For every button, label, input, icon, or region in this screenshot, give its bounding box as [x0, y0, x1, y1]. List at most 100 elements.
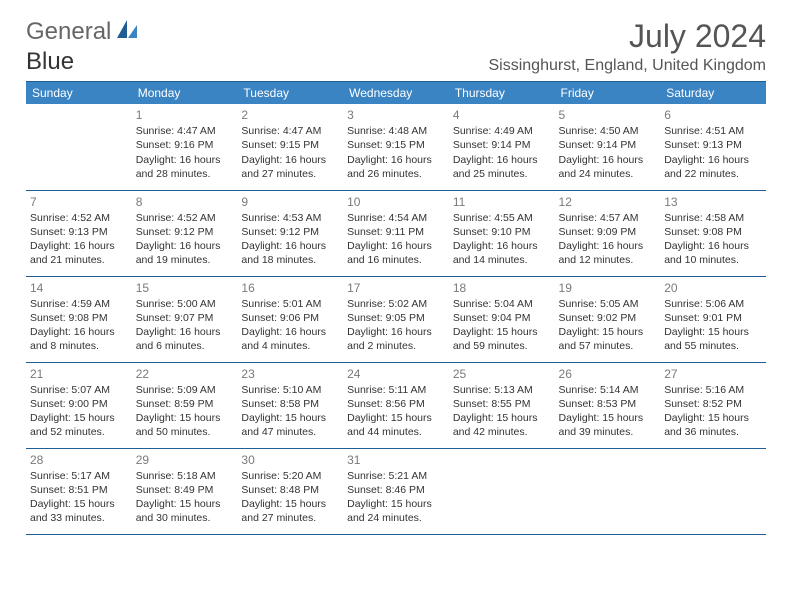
daylight-text: Daylight: 15 hours	[136, 497, 234, 511]
sunrise-text: Sunrise: 4:52 AM	[136, 211, 234, 225]
daylight-text: and 24 minutes.	[559, 167, 657, 181]
day-number: 29	[136, 452, 234, 468]
daylight-text: and 18 minutes.	[241, 253, 339, 267]
sunset-text: Sunset: 8:48 PM	[241, 483, 339, 497]
brand-part2-wrap: Blue	[26, 48, 74, 76]
calendar-week-row: 1Sunrise: 4:47 AMSunset: 9:16 PMDaylight…	[26, 104, 766, 190]
location-text: Sissinghurst, England, United Kingdom	[489, 57, 767, 75]
calendar-empty-cell	[660, 448, 766, 534]
daylight-text: Daylight: 15 hours	[347, 497, 445, 511]
sunrise-text: Sunrise: 5:04 AM	[453, 297, 551, 311]
sunset-text: Sunset: 9:06 PM	[241, 311, 339, 325]
sunrise-text: Sunrise: 5:14 AM	[559, 383, 657, 397]
calendar-day-cell: 29Sunrise: 5:18 AMSunset: 8:49 PMDayligh…	[132, 448, 238, 534]
sunset-text: Sunset: 8:55 PM	[453, 397, 551, 411]
day-number: 10	[347, 194, 445, 210]
header: General July 2024 Sissinghurst, England,…	[26, 18, 766, 75]
sunrise-text: Sunrise: 5:09 AM	[136, 383, 234, 397]
daylight-text: Daylight: 16 hours	[241, 325, 339, 339]
daylight-text: Daylight: 16 hours	[347, 153, 445, 167]
calendar-day-cell: 17Sunrise: 5:02 AMSunset: 9:05 PMDayligh…	[343, 276, 449, 362]
sunrise-text: Sunrise: 5:07 AM	[30, 383, 128, 397]
sunset-text: Sunset: 9:00 PM	[30, 397, 128, 411]
calendar-day-cell: 16Sunrise: 5:01 AMSunset: 9:06 PMDayligh…	[237, 276, 343, 362]
daylight-text: and 42 minutes.	[453, 425, 551, 439]
day-number: 9	[241, 194, 339, 210]
daylight-text: and 22 minutes.	[664, 167, 762, 181]
sunrise-text: Sunrise: 5:21 AM	[347, 469, 445, 483]
daylight-text: and 50 minutes.	[136, 425, 234, 439]
sunrise-text: Sunrise: 4:49 AM	[453, 124, 551, 138]
sunrise-text: Sunrise: 4:53 AM	[241, 211, 339, 225]
calendar-week-row: 7Sunrise: 4:52 AMSunset: 9:13 PMDaylight…	[26, 190, 766, 276]
day-number: 24	[347, 366, 445, 382]
calendar-table: Sunday Monday Tuesday Wednesday Thursday…	[26, 82, 766, 535]
daylight-text: and 30 minutes.	[136, 511, 234, 525]
sunset-text: Sunset: 9:07 PM	[136, 311, 234, 325]
sunset-text: Sunset: 8:58 PM	[241, 397, 339, 411]
sunset-text: Sunset: 8:49 PM	[136, 483, 234, 497]
sunrise-text: Sunrise: 4:55 AM	[453, 211, 551, 225]
sunrise-text: Sunrise: 4:54 AM	[347, 211, 445, 225]
calendar-day-cell: 11Sunrise: 4:55 AMSunset: 9:10 PMDayligh…	[449, 190, 555, 276]
daylight-text: and 2 minutes.	[347, 339, 445, 353]
daylight-text: and 28 minutes.	[136, 167, 234, 181]
sunset-text: Sunset: 9:13 PM	[664, 138, 762, 152]
sunset-text: Sunset: 9:11 PM	[347, 225, 445, 239]
calendar-day-cell: 21Sunrise: 5:07 AMSunset: 9:00 PMDayligh…	[26, 362, 132, 448]
day-number: 5	[559, 107, 657, 123]
sunset-text: Sunset: 9:14 PM	[559, 138, 657, 152]
sunrise-text: Sunrise: 5:00 AM	[136, 297, 234, 311]
daylight-text: Daylight: 16 hours	[347, 325, 445, 339]
weekday-header: Saturday	[660, 82, 766, 104]
day-number: 8	[136, 194, 234, 210]
sunset-text: Sunset: 9:05 PM	[347, 311, 445, 325]
day-number: 1	[136, 107, 234, 123]
sunrise-text: Sunrise: 4:47 AM	[241, 124, 339, 138]
calendar-day-cell: 3Sunrise: 4:48 AMSunset: 9:15 PMDaylight…	[343, 104, 449, 190]
daylight-text: Daylight: 16 hours	[664, 153, 762, 167]
daylight-text: Daylight: 15 hours	[136, 411, 234, 425]
daylight-text: and 33 minutes.	[30, 511, 128, 525]
day-number: 15	[136, 280, 234, 296]
calendar-day-cell: 5Sunrise: 4:50 AMSunset: 9:14 PMDaylight…	[555, 104, 661, 190]
sunset-text: Sunset: 8:59 PM	[136, 397, 234, 411]
day-number: 2	[241, 107, 339, 123]
day-number: 14	[30, 280, 128, 296]
calendar-day-cell: 4Sunrise: 4:49 AMSunset: 9:14 PMDaylight…	[449, 104, 555, 190]
calendar-day-cell: 31Sunrise: 5:21 AMSunset: 8:46 PMDayligh…	[343, 448, 449, 534]
weekday-header: Sunday	[26, 82, 132, 104]
sunset-text: Sunset: 8:53 PM	[559, 397, 657, 411]
calendar-body: 1Sunrise: 4:47 AMSunset: 9:16 PMDaylight…	[26, 104, 766, 534]
daylight-text: Daylight: 16 hours	[30, 325, 128, 339]
calendar-day-cell: 23Sunrise: 5:10 AMSunset: 8:58 PMDayligh…	[237, 362, 343, 448]
calendar-day-cell: 20Sunrise: 5:06 AMSunset: 9:01 PMDayligh…	[660, 276, 766, 362]
calendar-day-cell: 25Sunrise: 5:13 AMSunset: 8:55 PMDayligh…	[449, 362, 555, 448]
sunrise-text: Sunrise: 4:52 AM	[30, 211, 128, 225]
daylight-text: and 6 minutes.	[136, 339, 234, 353]
calendar-day-cell: 30Sunrise: 5:20 AMSunset: 8:48 PMDayligh…	[237, 448, 343, 534]
calendar-empty-cell	[26, 104, 132, 190]
day-number: 27	[664, 366, 762, 382]
day-number: 20	[664, 280, 762, 296]
sunrise-text: Sunrise: 5:17 AM	[30, 469, 128, 483]
daylight-text: and 8 minutes.	[30, 339, 128, 353]
calendar-day-cell: 1Sunrise: 4:47 AMSunset: 9:16 PMDaylight…	[132, 104, 238, 190]
daylight-text: and 47 minutes.	[241, 425, 339, 439]
daylight-text: and 44 minutes.	[347, 425, 445, 439]
day-number: 26	[559, 366, 657, 382]
sunrise-text: Sunrise: 5:02 AM	[347, 297, 445, 311]
calendar-day-cell: 28Sunrise: 5:17 AMSunset: 8:51 PMDayligh…	[26, 448, 132, 534]
daylight-text: Daylight: 16 hours	[30, 239, 128, 253]
daylight-text: and 57 minutes.	[559, 339, 657, 353]
weekday-header: Thursday	[449, 82, 555, 104]
sunset-text: Sunset: 9:14 PM	[453, 138, 551, 152]
calendar-day-cell: 12Sunrise: 4:57 AMSunset: 9:09 PMDayligh…	[555, 190, 661, 276]
daylight-text: and 16 minutes.	[347, 253, 445, 267]
day-number: 3	[347, 107, 445, 123]
daylight-text: and 59 minutes.	[453, 339, 551, 353]
day-number: 4	[453, 107, 551, 123]
sunset-text: Sunset: 9:01 PM	[664, 311, 762, 325]
sunrise-text: Sunrise: 4:51 AM	[664, 124, 762, 138]
daylight-text: Daylight: 16 hours	[559, 153, 657, 167]
